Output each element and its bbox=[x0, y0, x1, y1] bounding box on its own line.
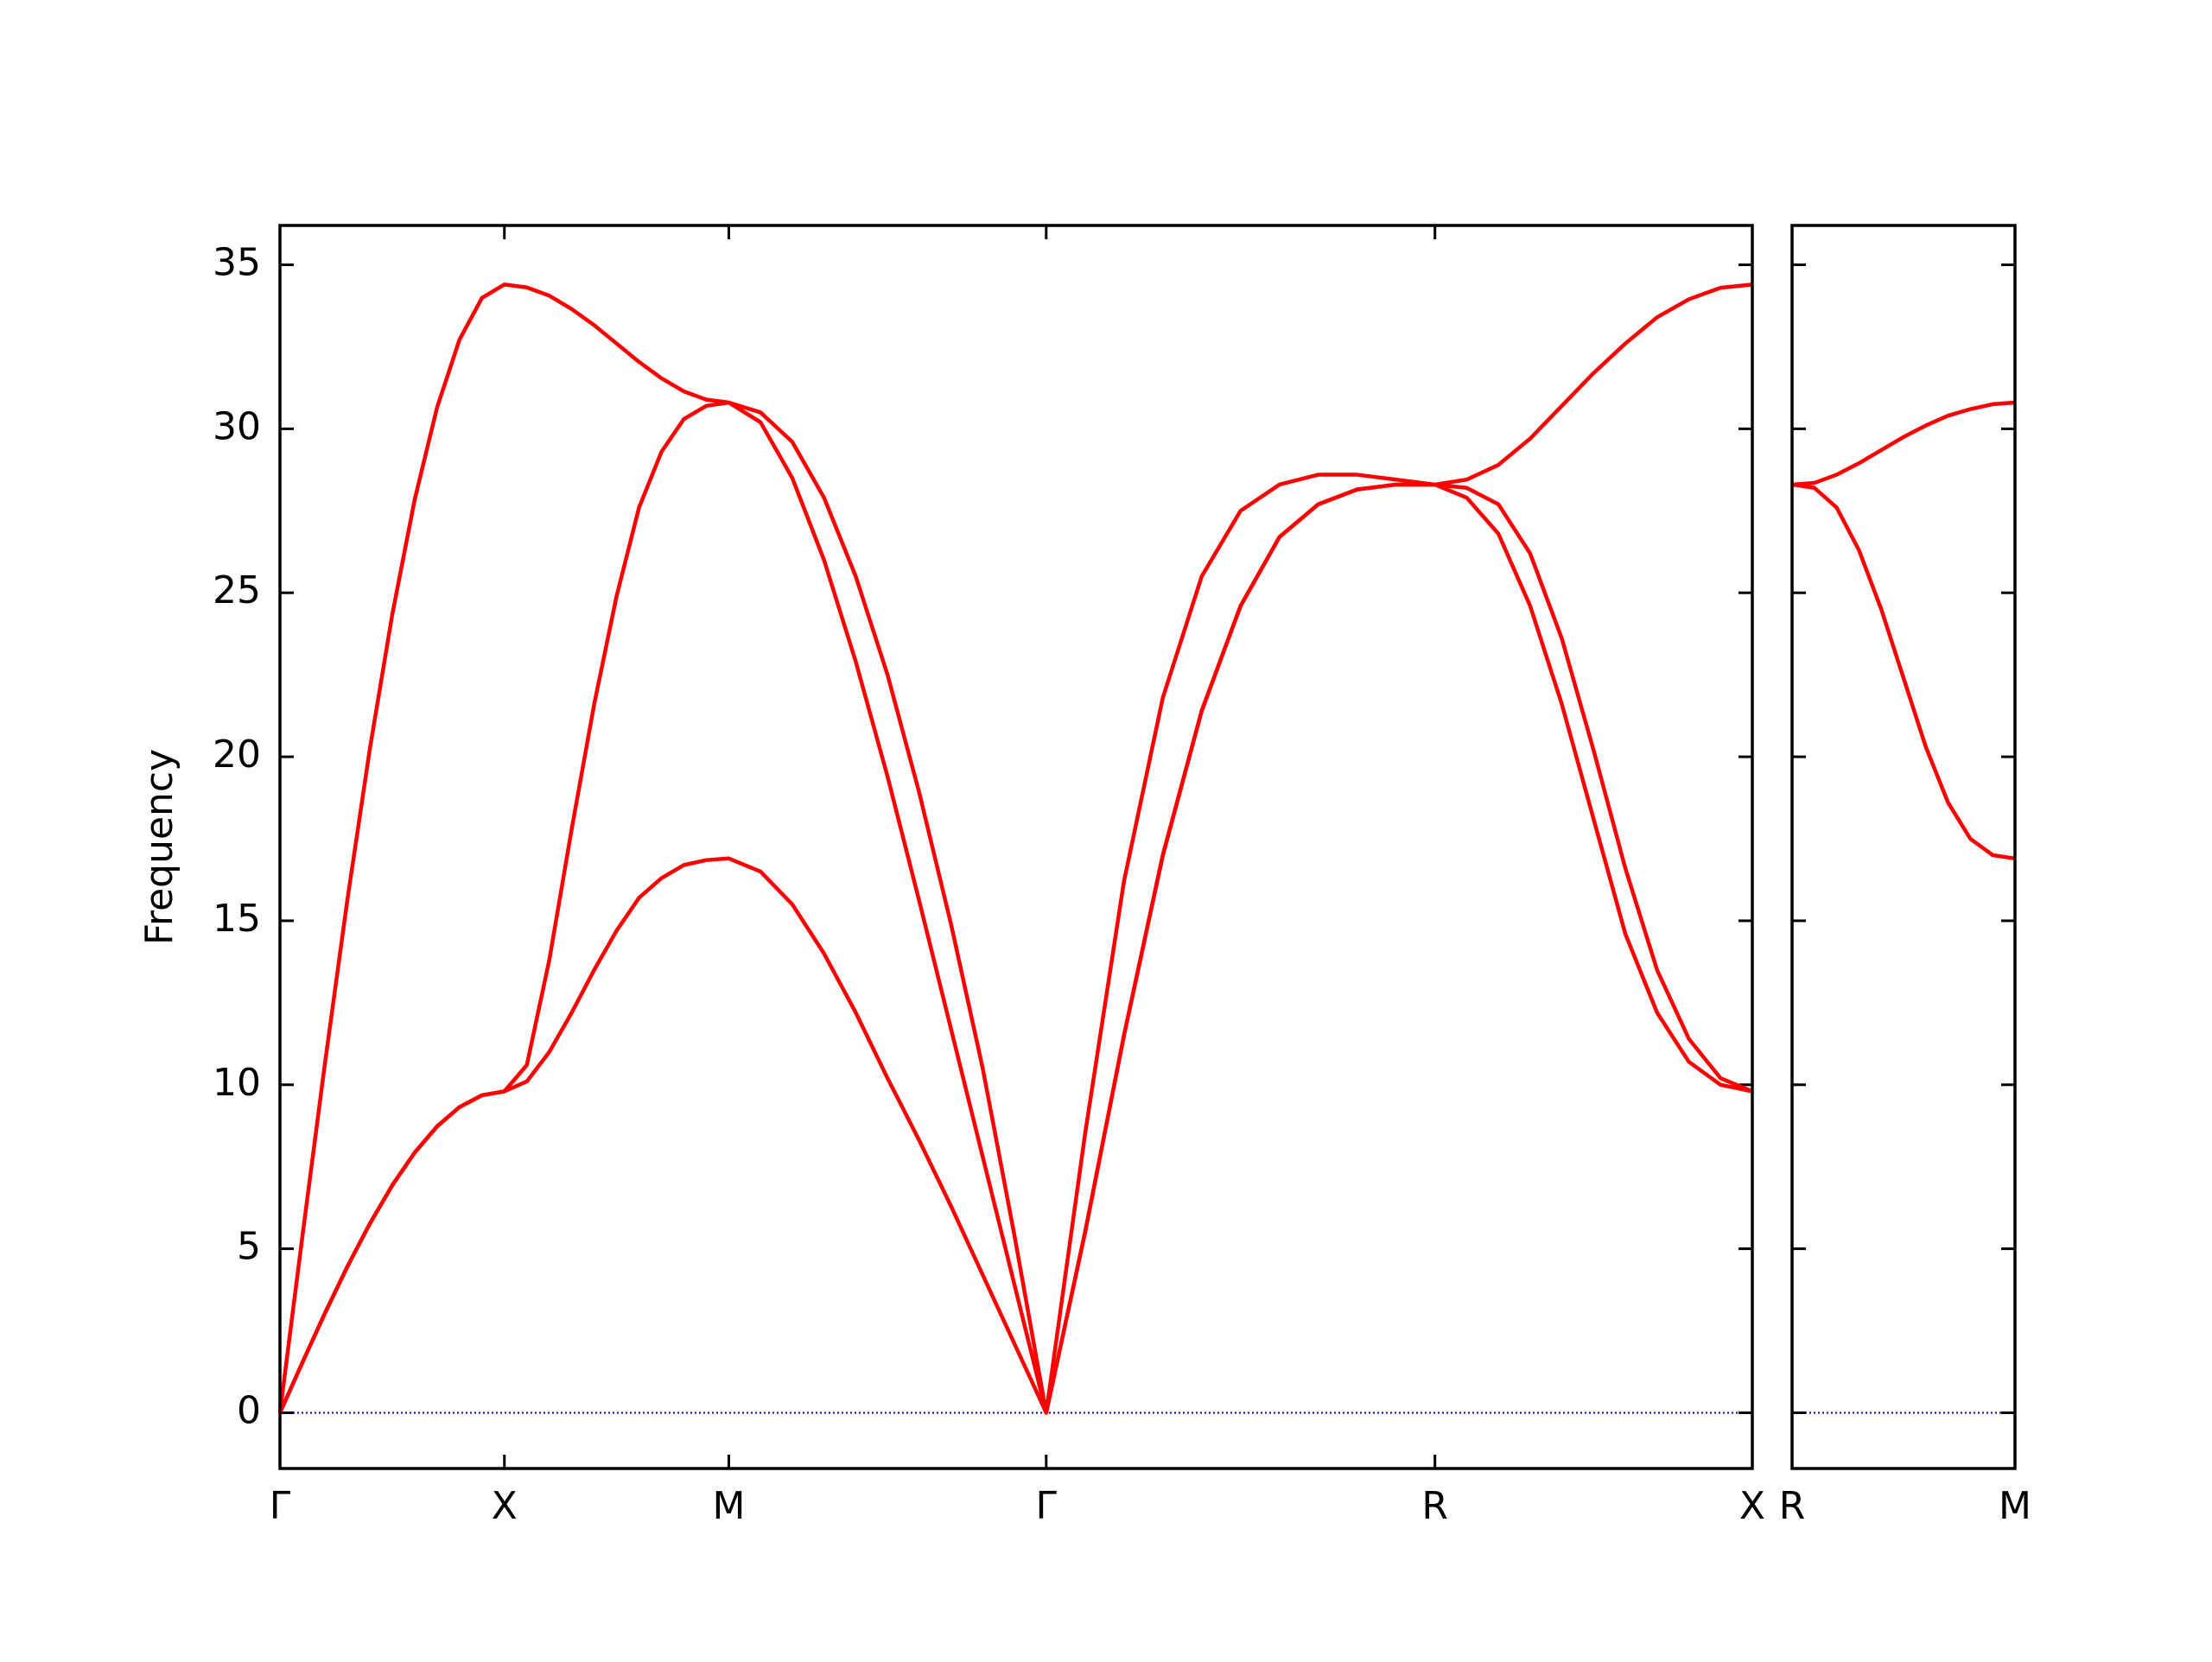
y-tick-label: 0 bbox=[237, 1388, 261, 1432]
band-line bbox=[277, 282, 1753, 1415]
band-line bbox=[1791, 482, 2016, 861]
x-tick-label: M bbox=[1999, 1484, 2031, 1528]
x-tick-label: M bbox=[712, 1484, 745, 1528]
y-tick-label: 30 bbox=[213, 404, 261, 448]
band-line bbox=[1791, 400, 2016, 487]
y-axis-label: Frequency bbox=[137, 749, 181, 945]
axes-frame bbox=[278, 224, 1754, 1470]
y-tick-label: 35 bbox=[213, 241, 261, 285]
x-tick-label: Γ bbox=[270, 1484, 291, 1528]
y-tick-label: 15 bbox=[213, 897, 261, 941]
band-line bbox=[277, 400, 1753, 1415]
x-tick-label: X bbox=[492, 1484, 518, 1528]
x-tick-label: Γ bbox=[1036, 1484, 1058, 1528]
y-tick-label: 5 bbox=[237, 1225, 261, 1269]
y-tick-label: 20 bbox=[213, 733, 261, 777]
band-line bbox=[277, 482, 1753, 1415]
x-tick-label: R bbox=[1779, 1484, 1806, 1528]
x-tick-label: X bbox=[1739, 1484, 1765, 1528]
y-tick-label: 25 bbox=[213, 568, 261, 612]
axes-frame bbox=[1790, 224, 2017, 1470]
y-tick-label: 10 bbox=[213, 1061, 261, 1105]
x-tick-label: R bbox=[1421, 1484, 1448, 1528]
